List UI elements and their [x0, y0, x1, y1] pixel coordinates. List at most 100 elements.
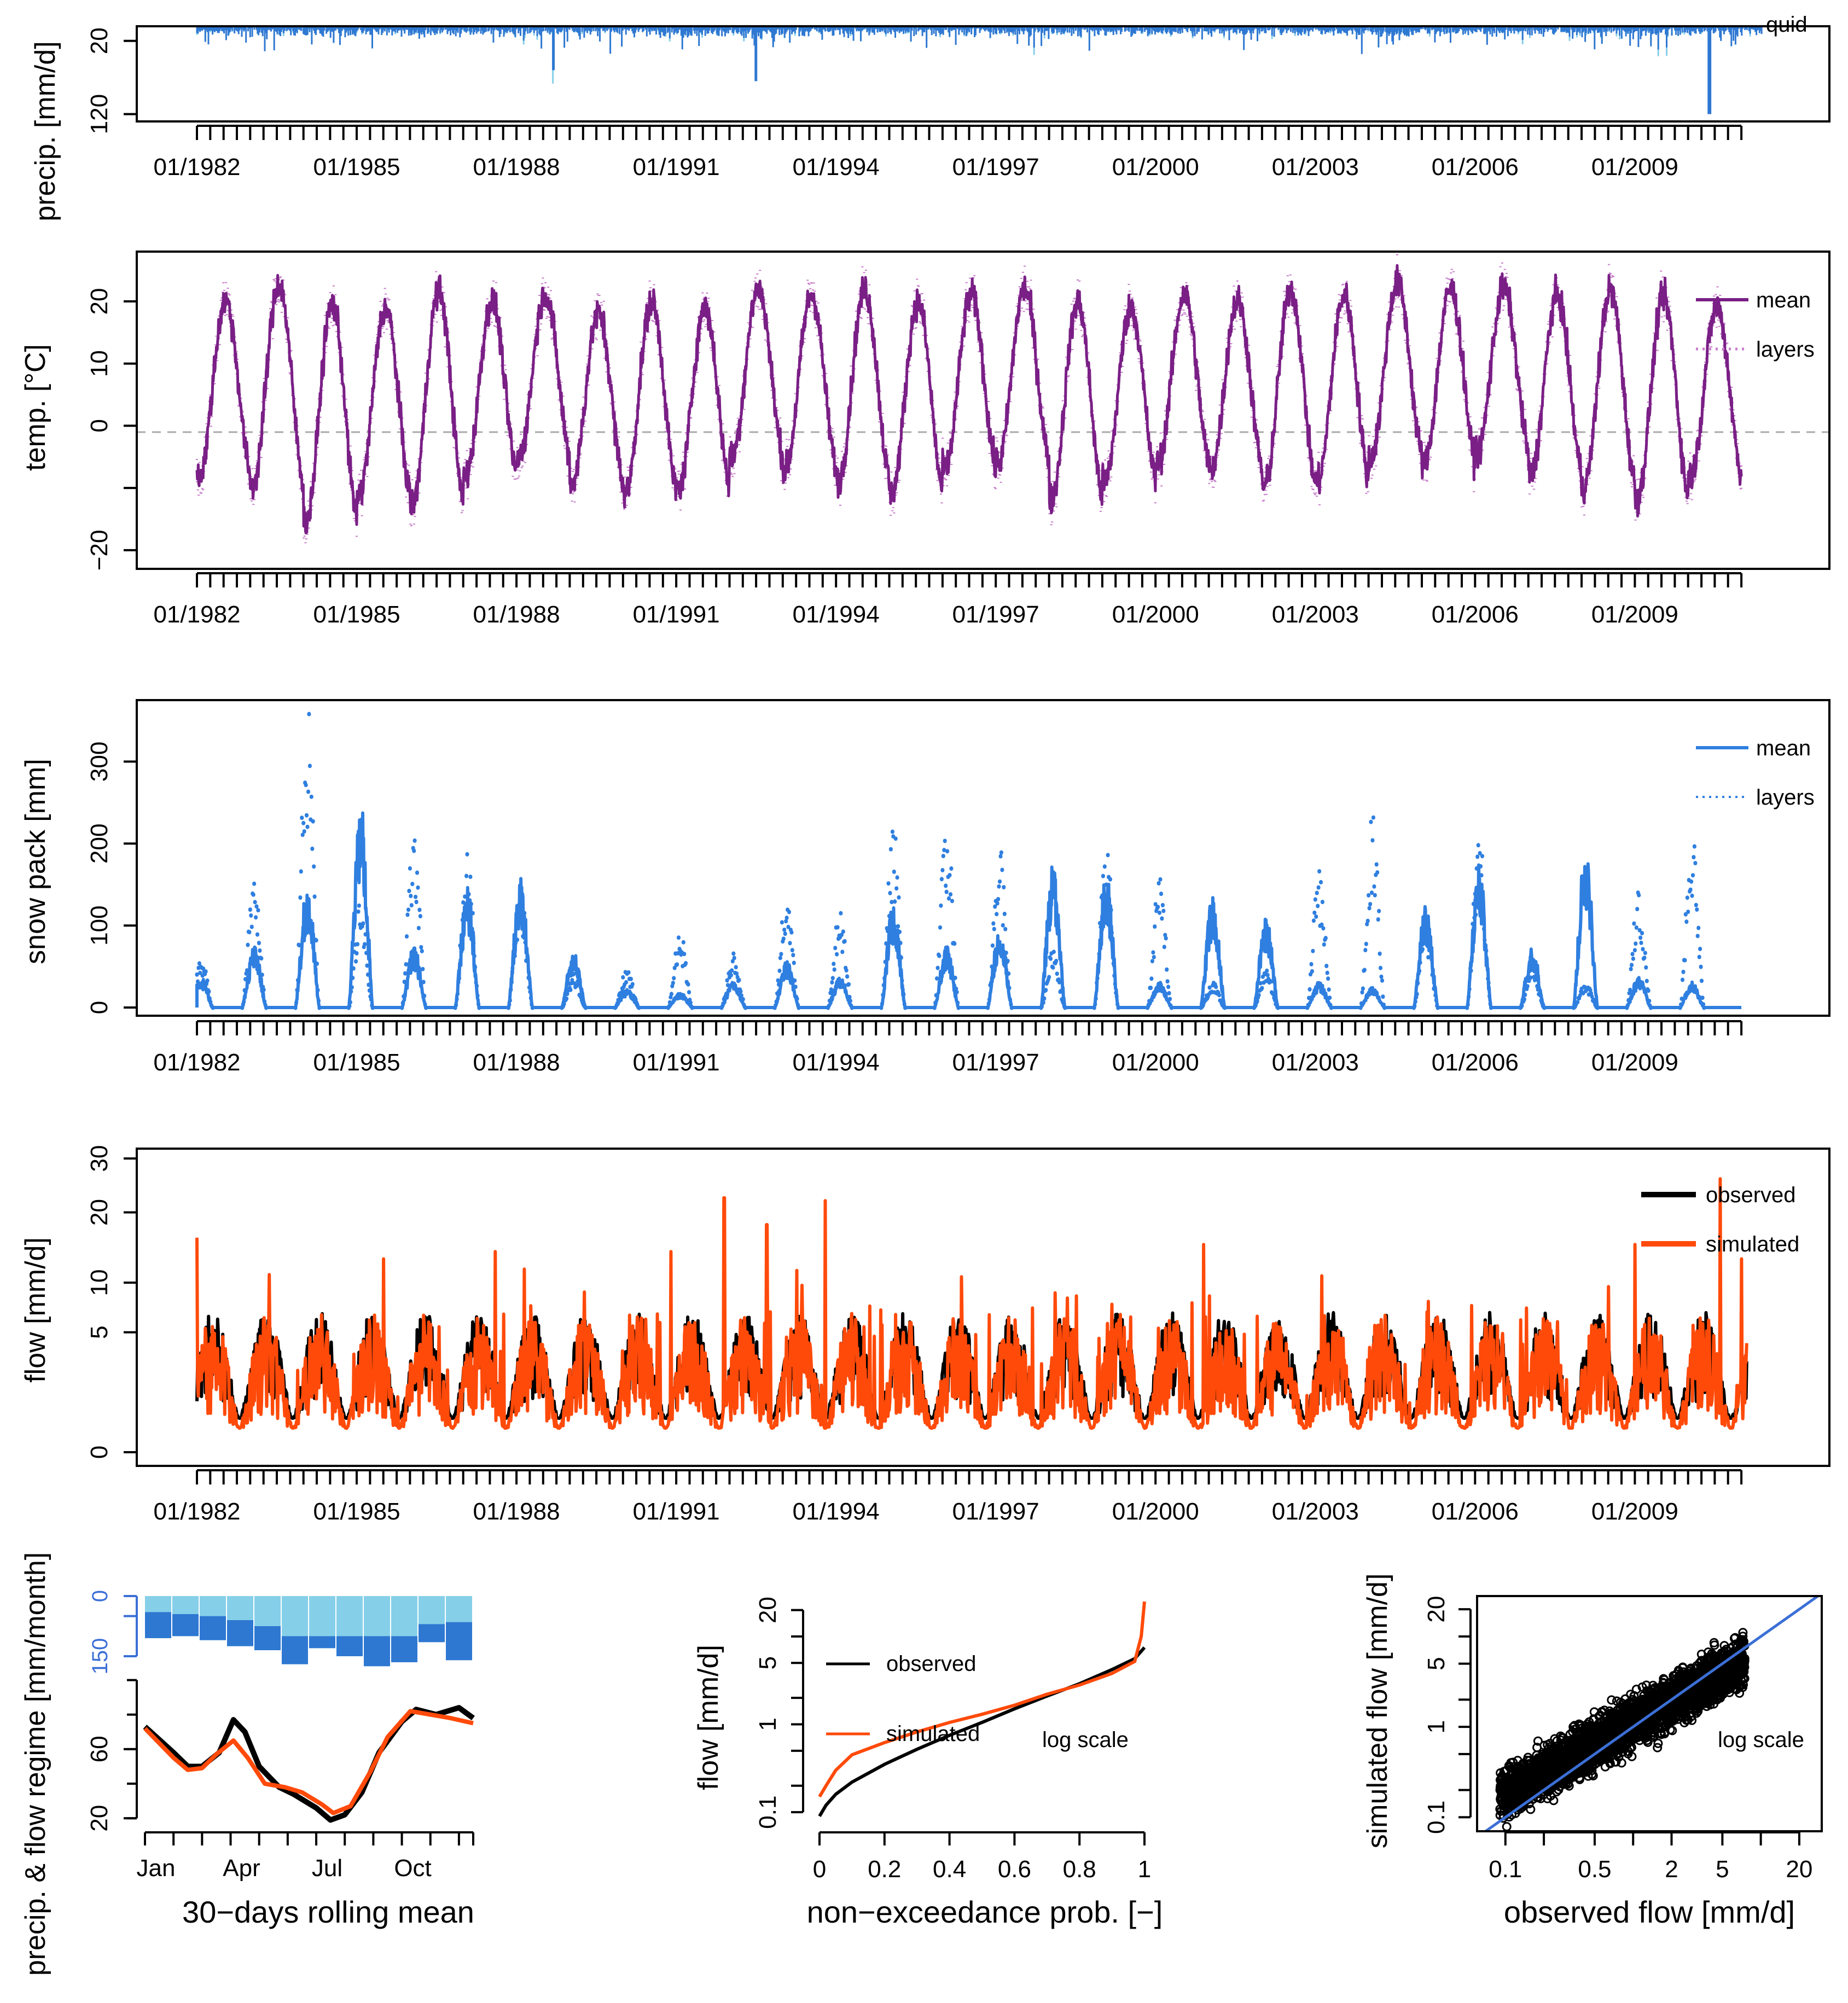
- fdc-annotation: log scale: [1042, 1728, 1129, 1752]
- regime-simulated-line: [143, 1709, 474, 1815]
- date-tick-label: 01/1985: [313, 154, 400, 180]
- fdc-xtick-label: 0.6: [998, 1856, 1031, 1883]
- temp-legend-mean: mean: [1756, 288, 1811, 312]
- precip-bars: [196, 26, 1763, 114]
- date-tick-label: 01/1982: [153, 1498, 240, 1525]
- date-tick-label: 01/1991: [633, 1498, 720, 1525]
- snow-ytick-label: 200: [86, 824, 113, 864]
- fdc-ytick-label: 1: [754, 1717, 781, 1731]
- temp-ytick-label: 10: [86, 350, 113, 377]
- regime-precip-ytick-label: 150: [88, 1638, 112, 1675]
- date-ticks: [196, 1469, 1743, 1484]
- flow-ytick-label: 10: [86, 1269, 113, 1296]
- flow-y-axis: 0 5 10 20 30: [86, 1145, 138, 1459]
- regime-ylabel: precip. & flow regime [mm/month]: [20, 1552, 51, 1976]
- scatter-ylabel: simulated flow [mm/d]: [1362, 1574, 1393, 1849]
- regime-month-label: Apr: [223, 1855, 260, 1882]
- temp-ytick-label: −20: [86, 530, 113, 571]
- flow-ytick-label: 30: [86, 1145, 113, 1172]
- date-tick-label: 01/2009: [1591, 154, 1678, 180]
- scatter-one-to-one-line: [1483, 1596, 1821, 1831]
- snow-ytick-label: 300: [86, 742, 113, 782]
- date-tick-label: 01/2000: [1112, 601, 1199, 628]
- regime-axes: 0 150 20 60 Jan Apr Jul Oct: [86, 1590, 474, 1882]
- flow-legend-simulated: simulated: [1706, 1232, 1799, 1256]
- regime-liquid-bar: [145, 1596, 171, 1612]
- scatter-points: [1495, 1628, 1750, 1831]
- temp-y-axis: −20 0 10 20: [86, 288, 138, 571]
- scatter-xtick-label: 2: [1665, 1856, 1678, 1883]
- snow-legend-mean: mean: [1756, 736, 1811, 760]
- flow-legend-observed: observed: [1706, 1183, 1796, 1207]
- date-tick-label: 01/1985: [313, 601, 400, 628]
- snow-series: [195, 712, 1742, 1010]
- date-tick-label: 01/1982: [153, 601, 240, 628]
- regime-liquid-bar: [282, 1596, 308, 1637]
- date-tick-label: 01/1988: [473, 1498, 560, 1525]
- fdc-ytick-label: 20: [754, 1597, 781, 1623]
- fdc-xtick-label: 0: [813, 1856, 826, 1883]
- date-ticks: [196, 1020, 1743, 1035]
- scatter-circles: [1495, 1628, 1750, 1831]
- date-tick-label: 01/1988: [473, 601, 560, 628]
- regime-panel: 0 150 20 60 Jan Apr Jul Oct precip. & flow regi…: [20, 1552, 475, 1976]
- snow-date-axis: 01/1982 01/1985 01/1988 01/1991 01/1994 01/19…: [153, 1020, 1743, 1076]
- scatter-xlabel: observed flow [mm/d]: [1504, 1895, 1795, 1929]
- date-tick-label: 01/1982: [153, 1049, 240, 1076]
- precip-y-axis: 20 120: [86, 27, 138, 134]
- date-tick-label: 01/1994: [793, 1049, 880, 1076]
- fdc-xtick-label: 0.4: [933, 1856, 966, 1883]
- regime-liquid-bar: [200, 1596, 226, 1616]
- regime-liquid-bar: [309, 1596, 335, 1637]
- scatter-xtick-label: 0.1: [1489, 1856, 1522, 1883]
- fdc-legend-observed: observed: [886, 1652, 977, 1676]
- date-tick-label: 01/1991: [633, 154, 720, 180]
- date-tick-label: 01/1985: [313, 1049, 400, 1076]
- regime-liquid-bar: [336, 1596, 363, 1637]
- fdc-ytick-label: 5: [754, 1656, 781, 1669]
- fdc-panel: 0.1 1 5 20 0 0.2 0.4 0.6 0.8 1 flow [mm/d] non−ex…: [693, 1597, 1163, 1929]
- date-tick-label: 01/2006: [1432, 1498, 1519, 1525]
- date-tick-label: 01/1988: [473, 1049, 560, 1076]
- snow-ylabel: snow pack [mm]: [20, 759, 51, 964]
- temp-ylabel: temp. [°C]: [20, 344, 51, 471]
- date-tick-label: 01/1997: [952, 601, 1039, 628]
- regime-liquid-bar: [446, 1596, 472, 1622]
- date-tick-label: 01/1997: [952, 1049, 1039, 1076]
- scatter-xtick-label: 5: [1716, 1856, 1729, 1883]
- date-tick-label: 01/2009: [1591, 1049, 1678, 1076]
- flow-simulated-series: [195, 1177, 1748, 1430]
- precip-legend-label: quid: [1766, 13, 1808, 37]
- date-ticks: [196, 125, 1743, 140]
- scatter-ytick-label: 1: [1423, 1720, 1450, 1733]
- regime-month-label: Oct: [394, 1855, 431, 1882]
- date-tick-label: 01/2000: [1112, 1498, 1199, 1525]
- snow-ytick-label: 0: [86, 1001, 113, 1014]
- precip-ytick-label: 20: [86, 27, 113, 54]
- date-tick-label: 01/2000: [1112, 1049, 1199, 1076]
- precip-frame: [136, 25, 1830, 123]
- date-tick-label: 01/2003: [1272, 1498, 1359, 1525]
- scatter-ytick-label: 0.1: [1423, 1801, 1450, 1834]
- date-tick-label: 01/2009: [1591, 1498, 1678, 1525]
- regime-liquid-bar: [391, 1596, 417, 1637]
- regime-xlabel: 30−days rolling mean: [182, 1895, 474, 1929]
- snow-mean-line: [195, 811, 1742, 1010]
- flow-ytick-label: 0: [86, 1446, 113, 1459]
- regime-flow-lines: [143, 1705, 475, 1823]
- flow-ylabel: flow [mm/d]: [20, 1237, 51, 1383]
- date-tick-label: 01/1985: [313, 1498, 400, 1525]
- flow-ytick-label: 20: [86, 1199, 113, 1226]
- temp-legend-layers: layers: [1756, 337, 1815, 362]
- date-ticks: [196, 572, 1743, 587]
- date-tick-label: 01/2009: [1591, 601, 1678, 628]
- date-tick-label: 01/1997: [952, 1498, 1039, 1525]
- precip-panel: 20 120 precip. [mm/d] quid 01/1982 01/1985…: [30, 13, 1830, 222]
- temp-date-axis: 01/1982 01/1985 01/1988 01/1991 01/1994 01/19…: [153, 572, 1743, 628]
- fdc-ytick-label: 0.1: [754, 1796, 781, 1829]
- fdc-axes: 0.1 1 5 20 0 0.2 0.4 0.6 0.8 1: [754, 1597, 1151, 1883]
- date-tick-label: 01/1991: [633, 1049, 720, 1076]
- scatter-ytick-label: 5: [1423, 1657, 1450, 1670]
